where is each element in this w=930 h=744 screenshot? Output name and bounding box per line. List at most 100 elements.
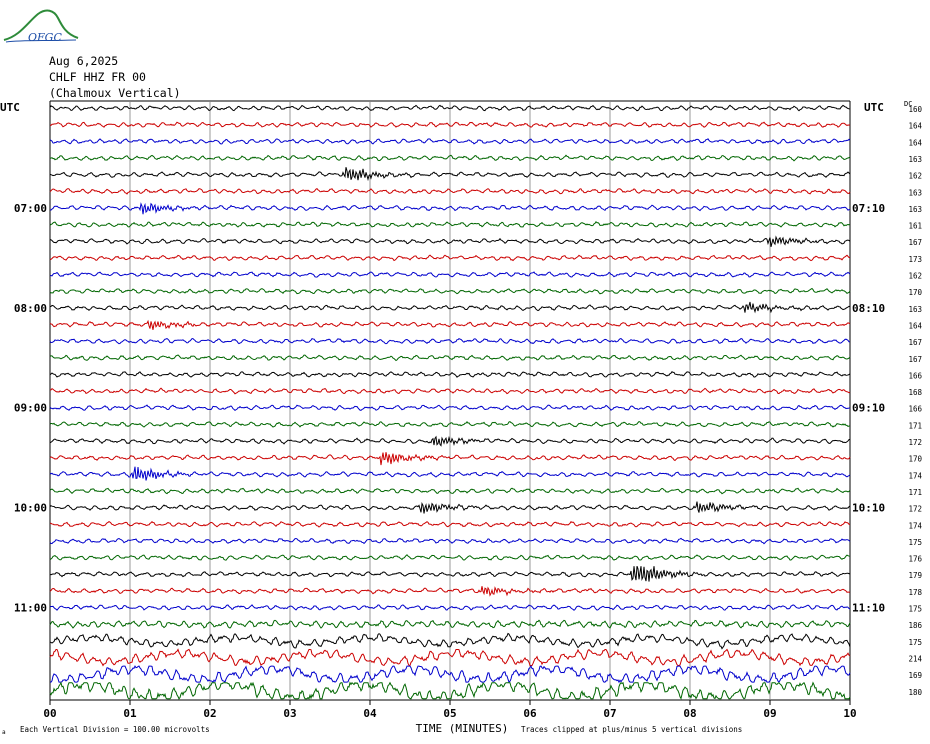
left-time-label: 09:00 (14, 402, 47, 415)
dc-offset-label: 170 (908, 455, 922, 464)
dc-offset-label: 172 (908, 438, 922, 447)
dc-offset-label: 172 (908, 505, 922, 514)
trace-line (49, 681, 851, 701)
x-tick-label: 05 (443, 707, 456, 720)
trace-line (49, 632, 851, 650)
dc-offset-label: 168 (908, 388, 922, 397)
dc-offset-label: 163 (908, 188, 922, 197)
x-tick-label: 04 (363, 707, 377, 720)
trace-line (49, 487, 851, 495)
trace-line (49, 319, 851, 330)
dc-offset-label: 179 (908, 571, 922, 580)
dc-offset-label: 174 (908, 471, 922, 480)
dc-offset-label: 214 (908, 654, 922, 663)
trace-line (49, 554, 851, 561)
trace-line (49, 452, 851, 466)
dc-offset-label: 164 (908, 138, 922, 147)
trace-line (49, 648, 851, 667)
dc-offset-label: 171 (908, 421, 922, 430)
trace-line (50, 665, 851, 684)
trace-line (49, 121, 851, 128)
dc-offset-label: 175 (908, 638, 922, 647)
ofgc-logo: OFGC (3, 9, 79, 44)
right-time-label: 09:10 (852, 402, 885, 415)
trace-line (49, 537, 851, 545)
trace-line (49, 337, 851, 345)
dc-offset-label: 162 (908, 272, 922, 281)
chart-labels: 00 01 02 03 04 05 06 07 08 09 10 160 164 164 163 162 163… (0, 100, 922, 736)
plot-date: Aug 6,2025 (49, 54, 119, 68)
dc-header-label: DC (904, 100, 912, 108)
left-timezone-label: UTC (0, 101, 20, 114)
trace-line (49, 154, 851, 162)
logo-mountain-icon (3, 9, 79, 41)
logo-wave-icon (5, 39, 77, 43)
dc-offset-label: 176 (908, 555, 922, 564)
x-tick-label: 03 (283, 707, 296, 720)
trace-line (49, 287, 851, 295)
dc-offset-label: 171 (908, 488, 922, 497)
x-tick-label: 00 (43, 707, 56, 720)
dc-offset-label: 175 (908, 605, 922, 614)
left-time-label: 07:00 (14, 202, 47, 215)
left-time-label: 11:00 (14, 602, 47, 615)
dc-offset-label: 164 (908, 122, 922, 131)
dc-offset-label: 166 (908, 405, 922, 414)
dc-offset-label: 167 (908, 338, 922, 347)
right-time-label: 08:10 (852, 302, 885, 315)
logo-text: OFGC (28, 31, 62, 44)
x-axis-title: TIME (MINUTES) (416, 722, 509, 735)
seismic-traces (49, 104, 851, 701)
trace-line (49, 566, 851, 582)
trace-line (49, 370, 851, 378)
dc-offset-label: 164 (908, 321, 922, 330)
trace-line (49, 466, 851, 481)
x-tick-label: 08 (683, 707, 696, 720)
trace-line (49, 271, 851, 278)
right-timezone-label: UTC (864, 101, 884, 114)
trace-line (49, 501, 851, 514)
right-time-label: 11:10 (852, 602, 885, 615)
trace-line (49, 202, 851, 215)
scale-note: Each Vertical Division = 100.00 microvol… (20, 725, 210, 734)
x-tick-label: 06 (523, 707, 537, 720)
dc-offset-label: 163 (908, 155, 922, 164)
trace-line (49, 520, 851, 528)
trace-line (49, 404, 851, 412)
trace-line (49, 235, 851, 247)
dc-offset-label: 173 (908, 255, 922, 264)
x-tick-label: 09 (763, 707, 776, 720)
dc-offset-label: 170 (908, 288, 922, 297)
right-time-label: 07:10 (852, 202, 885, 215)
dc-offset-label: 174 (908, 521, 922, 530)
left-time-label: 10:00 (14, 502, 47, 515)
dc-offset-label: 161 (908, 222, 922, 231)
trace-line (49, 220, 851, 228)
left-time-label: 08:00 (14, 302, 47, 315)
trace-line (49, 104, 851, 112)
trace-line (49, 301, 851, 314)
dc-offset-label: 186 (908, 621, 922, 630)
station-code: CHLF HHZ FR 00 (49, 70, 146, 84)
right-time-label: 10:10 (852, 502, 885, 515)
trace-line (49, 421, 851, 428)
trace-line (49, 435, 851, 447)
dc-offset-label: 167 (908, 355, 922, 364)
x-tick-label: 01 (123, 707, 137, 720)
dc-offset-label: 162 (908, 172, 922, 181)
corner-mark: a (2, 729, 6, 736)
trace-line (49, 604, 851, 611)
dc-offset-label: 175 (908, 538, 922, 547)
clip-note: Traces clipped at plus/minus 5 vertical … (521, 725, 742, 734)
dc-offset-label: 178 (908, 588, 922, 597)
station-location: (Chalmoux Vertical) (49, 86, 181, 100)
trace-line (49, 586, 851, 597)
dc-offset-label: 167 (908, 238, 922, 247)
trace-line (49, 387, 851, 395)
dc-offset-label: 160 (908, 105, 922, 114)
trace-line (49, 619, 851, 629)
trace-line (49, 167, 851, 182)
dc-offset-label: 163 (908, 205, 922, 214)
trace-line (49, 354, 851, 362)
